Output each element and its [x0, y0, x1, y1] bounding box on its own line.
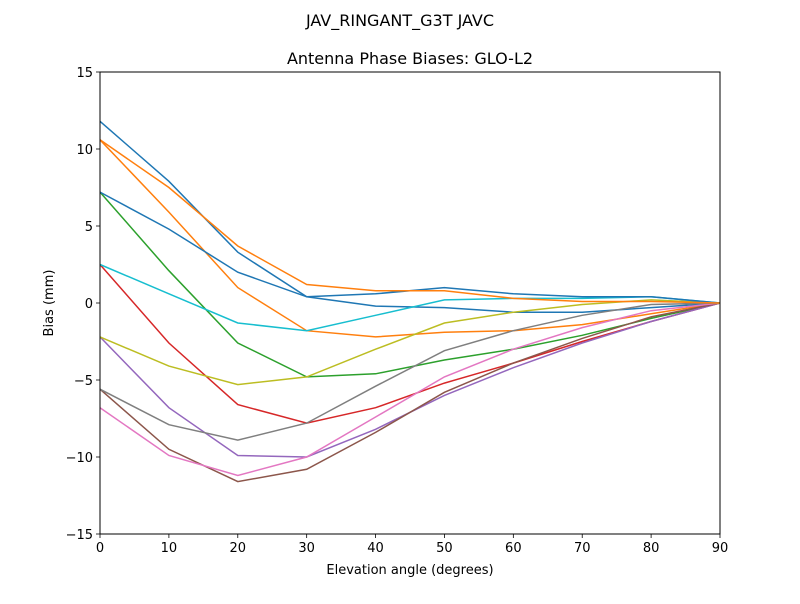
series-lines [99, 120, 721, 483]
x-tick-label: 0 [96, 541, 104, 556]
x-tick-label: 80 [643, 541, 660, 556]
x-axis: 0 10 20 30 40 50 60 70 80 90 [96, 534, 728, 556]
figure-suptitle: JAV_RINGANT_G3T JAVC [305, 11, 494, 31]
x-tick-label: 40 [367, 541, 384, 556]
x-tick-label: 90 [712, 541, 729, 556]
x-tick-label: 60 [505, 541, 522, 556]
series-line-2 [99, 191, 721, 378]
y-tick-label: 15 [76, 66, 93, 81]
series-line-11 [99, 139, 721, 304]
x-tick-label: 30 [298, 541, 315, 556]
y-tick-label: 5 [85, 220, 93, 235]
y-tick-label: −10 [66, 451, 93, 466]
y-tick-label: 0 [85, 297, 93, 312]
x-tick-label: 70 [574, 541, 591, 556]
x-axis-label: Elevation angle (degrees) [326, 563, 493, 578]
x-tick-label: 20 [230, 541, 247, 556]
x-tick-label: 10 [161, 541, 178, 556]
x-tick-label: 50 [436, 541, 453, 556]
chart-title: Antenna Phase Biases: GLO-L2 [287, 49, 533, 68]
y-tick-label: −15 [66, 528, 93, 543]
y-axis: −15 −10 −5 0 5 10 15 [66, 66, 100, 543]
series-line-6 [99, 302, 721, 477]
y-axis-label: Bias (mm) [42, 270, 57, 337]
series-line-7 [99, 302, 721, 441]
y-tick-label: −5 [74, 374, 93, 389]
series-line-9 [99, 263, 721, 332]
y-tick-label: 10 [76, 143, 93, 158]
